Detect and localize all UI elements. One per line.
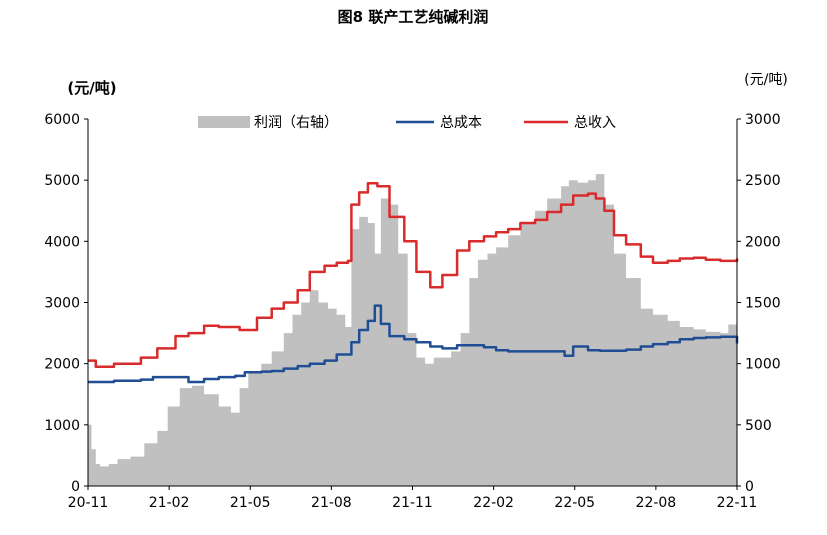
right-tick-label: 500 [745,418,772,434]
x-tick-label: 20-11 [68,495,109,511]
x-axis-tick-labels: 20-11 21-02 21-05 21-08 21-11 22-02 22-05 22-08… [68,495,758,511]
legend-label-revenue: 总收入 [574,115,616,131]
left-tick-label: 5000 [44,173,80,189]
axes [84,118,741,490]
x-tick-label: 21-02 [149,495,190,511]
line-total-revenue [88,181,739,368]
chart-title: 图8 联产工艺纯碱利润 [338,8,489,26]
x-tick-label: 21-05 [230,495,271,511]
legend-label-profit: 利润（右轴） [254,115,338,131]
right-tick-label: 1500 [745,296,781,312]
left-tick-label: 3000 [44,296,80,312]
line-series-group [88,181,739,384]
legend: 利润（右轴） 总成本 总收入 [198,115,616,131]
left-tick-label: 0 [71,479,80,495]
profit-area-series [88,174,737,486]
right-tick-label: 3000 [745,112,781,128]
right-tick-label: 2500 [745,173,781,189]
left-tick-label: 2000 [44,357,80,373]
right-axis-unit: (元/吨) [744,72,788,88]
area-profit [88,174,737,486]
x-tick-label: 21-08 [311,495,352,511]
left-axis-unit: (元/吨) [67,79,116,97]
right-tick-label: 2000 [745,234,781,250]
left-tick-label: 6000 [44,112,80,128]
right-tick-label: 1000 [745,357,781,373]
x-tick-label: 22-11 [717,495,758,511]
right-tick-label: 0 [745,479,754,495]
line-total-cost [88,304,739,384]
legend-label-cost: 总成本 [440,115,482,131]
right-axis-tick-labels: 0 500 1000 1500 2000 2500 3000 [745,112,781,495]
left-axis-tick-labels: 0 1000 2000 3000 4000 5000 6000 [44,112,80,495]
x-tick-label: 22-02 [473,495,514,511]
legend-swatch-profit [198,116,250,128]
left-tick-label: 4000 [44,234,80,250]
x-tick-label: 22-08 [636,495,677,511]
x-tick-label: 22-05 [554,495,595,511]
plot-area [88,174,739,486]
x-tick-label: 21-11 [392,495,433,511]
left-tick-label: 1000 [44,418,80,434]
